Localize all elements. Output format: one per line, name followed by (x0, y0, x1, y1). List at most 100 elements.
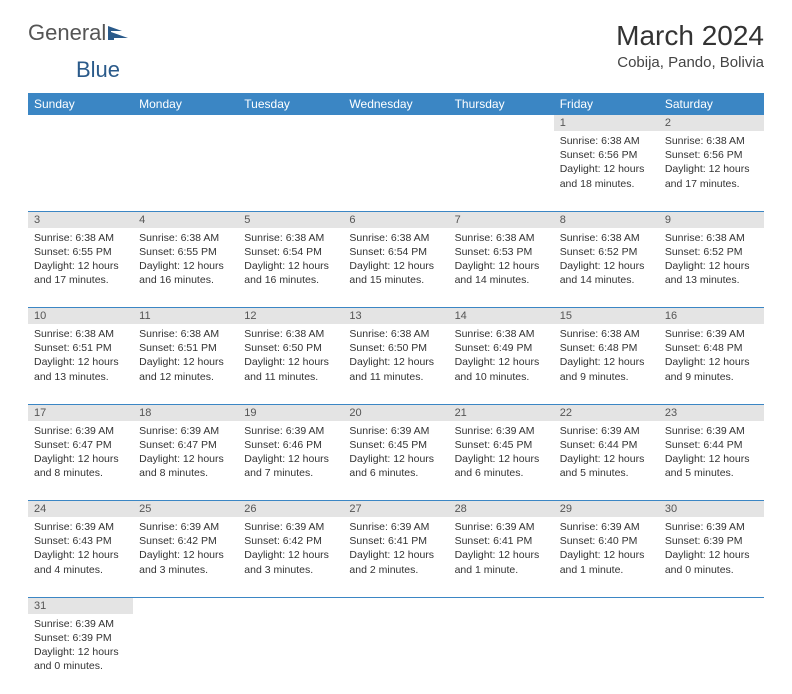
day-number-cell: 9 (659, 211, 764, 228)
day-content-cell: Sunrise: 6:38 AMSunset: 6:50 PMDaylight:… (238, 324, 343, 404)
day-number-cell (449, 597, 554, 614)
day-content-cell: Sunrise: 6:39 AMSunset: 6:47 PMDaylight:… (133, 421, 238, 501)
day-number-cell: 24 (28, 501, 133, 518)
daynum-row: 3456789 (28, 211, 764, 228)
daynum-row: 17181920212223 (28, 404, 764, 421)
col-saturday: Saturday (659, 93, 764, 115)
day-content-cell: Sunrise: 6:39 AMSunset: 6:42 PMDaylight:… (133, 517, 238, 597)
day-content-cell (28, 131, 133, 211)
day-content-cell: Sunrise: 6:38 AMSunset: 6:52 PMDaylight:… (659, 228, 764, 308)
day-number-cell: 18 (133, 404, 238, 421)
day-content-cell (238, 614, 343, 694)
day-number-cell: 16 (659, 308, 764, 325)
logo-blue-wrap: General (28, 43, 106, 69)
day-number-cell (133, 597, 238, 614)
location: Cobija, Pando, Bolivia (616, 54, 764, 71)
day-number-cell: 12 (238, 308, 343, 325)
day-content-cell (449, 614, 554, 694)
day-content-cell: Sunrise: 6:38 AMSunset: 6:55 PMDaylight:… (28, 228, 133, 308)
day-content-cell: Sunrise: 6:38 AMSunset: 6:55 PMDaylight:… (133, 228, 238, 308)
day-content-cell (343, 614, 448, 694)
day-content-cell: Sunrise: 6:39 AMSunset: 6:43 PMDaylight:… (28, 517, 133, 597)
day-number-cell: 27 (343, 501, 448, 518)
day-number-cell (343, 597, 448, 614)
day-number-cell: 20 (343, 404, 448, 421)
day-content-cell: Sunrise: 6:39 AMSunset: 6:41 PMDaylight:… (343, 517, 448, 597)
day-number-cell: 2 (659, 115, 764, 131)
daynum-row: 24252627282930 (28, 501, 764, 518)
day-content-cell (554, 614, 659, 694)
day-header-row: Sunday Monday Tuesday Wednesday Thursday… (28, 93, 764, 115)
day-number-cell (659, 597, 764, 614)
day-number-cell: 11 (133, 308, 238, 325)
day-number-cell (133, 115, 238, 131)
day-number-cell: 1 (554, 115, 659, 131)
day-number-cell (238, 115, 343, 131)
day-number-cell (238, 597, 343, 614)
day-content-cell: Sunrise: 6:38 AMSunset: 6:56 PMDaylight:… (659, 131, 764, 211)
day-number-cell: 5 (238, 211, 343, 228)
day-number-cell: 31 (28, 597, 133, 614)
day-number-cell: 29 (554, 501, 659, 518)
day-content-cell (659, 614, 764, 694)
day-content-cell: Sunrise: 6:39 AMSunset: 6:47 PMDaylight:… (28, 421, 133, 501)
day-content-cell: Sunrise: 6:39 AMSunset: 6:39 PMDaylight:… (28, 614, 133, 694)
day-number-cell: 30 (659, 501, 764, 518)
content-row: Sunrise: 6:38 AMSunset: 6:51 PMDaylight:… (28, 324, 764, 404)
day-number-cell: 26 (238, 501, 343, 518)
day-content-cell: Sunrise: 6:38 AMSunset: 6:50 PMDaylight:… (343, 324, 448, 404)
calendar-table: Sunday Monday Tuesday Wednesday Thursday… (28, 93, 764, 694)
logo-flag-icon (108, 20, 132, 46)
day-number-cell: 6 (343, 211, 448, 228)
daynum-row: 10111213141516 (28, 308, 764, 325)
day-content-cell: Sunrise: 6:38 AMSunset: 6:53 PMDaylight:… (449, 228, 554, 308)
day-number-cell: 28 (449, 501, 554, 518)
day-number-cell: 25 (133, 501, 238, 518)
day-content-cell (343, 131, 448, 211)
content-row: Sunrise: 6:38 AMSunset: 6:55 PMDaylight:… (28, 228, 764, 308)
day-number-cell: 14 (449, 308, 554, 325)
day-number-cell (554, 597, 659, 614)
col-tuesday: Tuesday (238, 93, 343, 115)
title-block: March 2024 Cobija, Pando, Bolivia (616, 20, 764, 71)
daynum-row: 12 (28, 115, 764, 131)
content-row: Sunrise: 6:38 AMSunset: 6:56 PMDaylight:… (28, 131, 764, 211)
day-content-cell: Sunrise: 6:39 AMSunset: 6:48 PMDaylight:… (659, 324, 764, 404)
content-row: Sunrise: 6:39 AMSunset: 6:43 PMDaylight:… (28, 517, 764, 597)
day-content-cell (238, 131, 343, 211)
day-content-cell (133, 131, 238, 211)
col-sunday: Sunday (28, 93, 133, 115)
col-friday: Friday (554, 93, 659, 115)
month-title: March 2024 (616, 20, 764, 52)
day-number-cell: 13 (343, 308, 448, 325)
day-content-cell (449, 131, 554, 211)
day-content-cell: Sunrise: 6:39 AMSunset: 6:46 PMDaylight:… (238, 421, 343, 501)
day-number-cell: 19 (238, 404, 343, 421)
day-number-cell (28, 115, 133, 131)
day-number-cell: 8 (554, 211, 659, 228)
day-content-cell: Sunrise: 6:38 AMSunset: 6:56 PMDaylight:… (554, 131, 659, 211)
day-content-cell: Sunrise: 6:39 AMSunset: 6:45 PMDaylight:… (343, 421, 448, 501)
day-number-cell (343, 115, 448, 131)
daynum-row: 31 (28, 597, 764, 614)
col-monday: Monday (133, 93, 238, 115)
col-thursday: Thursday (449, 93, 554, 115)
day-number-cell: 22 (554, 404, 659, 421)
day-number-cell: 4 (133, 211, 238, 228)
day-content-cell: Sunrise: 6:39 AMSunset: 6:39 PMDaylight:… (659, 517, 764, 597)
content-row: Sunrise: 6:39 AMSunset: 6:47 PMDaylight:… (28, 421, 764, 501)
day-content-cell: Sunrise: 6:38 AMSunset: 6:51 PMDaylight:… (28, 324, 133, 404)
day-number-cell: 3 (28, 211, 133, 228)
day-number-cell: 21 (449, 404, 554, 421)
day-content-cell: Sunrise: 6:39 AMSunset: 6:45 PMDaylight:… (449, 421, 554, 501)
day-content-cell: Sunrise: 6:38 AMSunset: 6:49 PMDaylight:… (449, 324, 554, 404)
day-content-cell: Sunrise: 6:38 AMSunset: 6:54 PMDaylight:… (343, 228, 448, 308)
day-content-cell: Sunrise: 6:39 AMSunset: 6:44 PMDaylight:… (659, 421, 764, 501)
day-number-cell: 10 (28, 308, 133, 325)
day-content-cell (133, 614, 238, 694)
day-number-cell: 17 (28, 404, 133, 421)
day-content-cell: Sunrise: 6:38 AMSunset: 6:54 PMDaylight:… (238, 228, 343, 308)
day-content-cell: Sunrise: 6:39 AMSunset: 6:44 PMDaylight:… (554, 421, 659, 501)
day-content-cell: Sunrise: 6:38 AMSunset: 6:48 PMDaylight:… (554, 324, 659, 404)
day-content-cell: Sunrise: 6:39 AMSunset: 6:40 PMDaylight:… (554, 517, 659, 597)
